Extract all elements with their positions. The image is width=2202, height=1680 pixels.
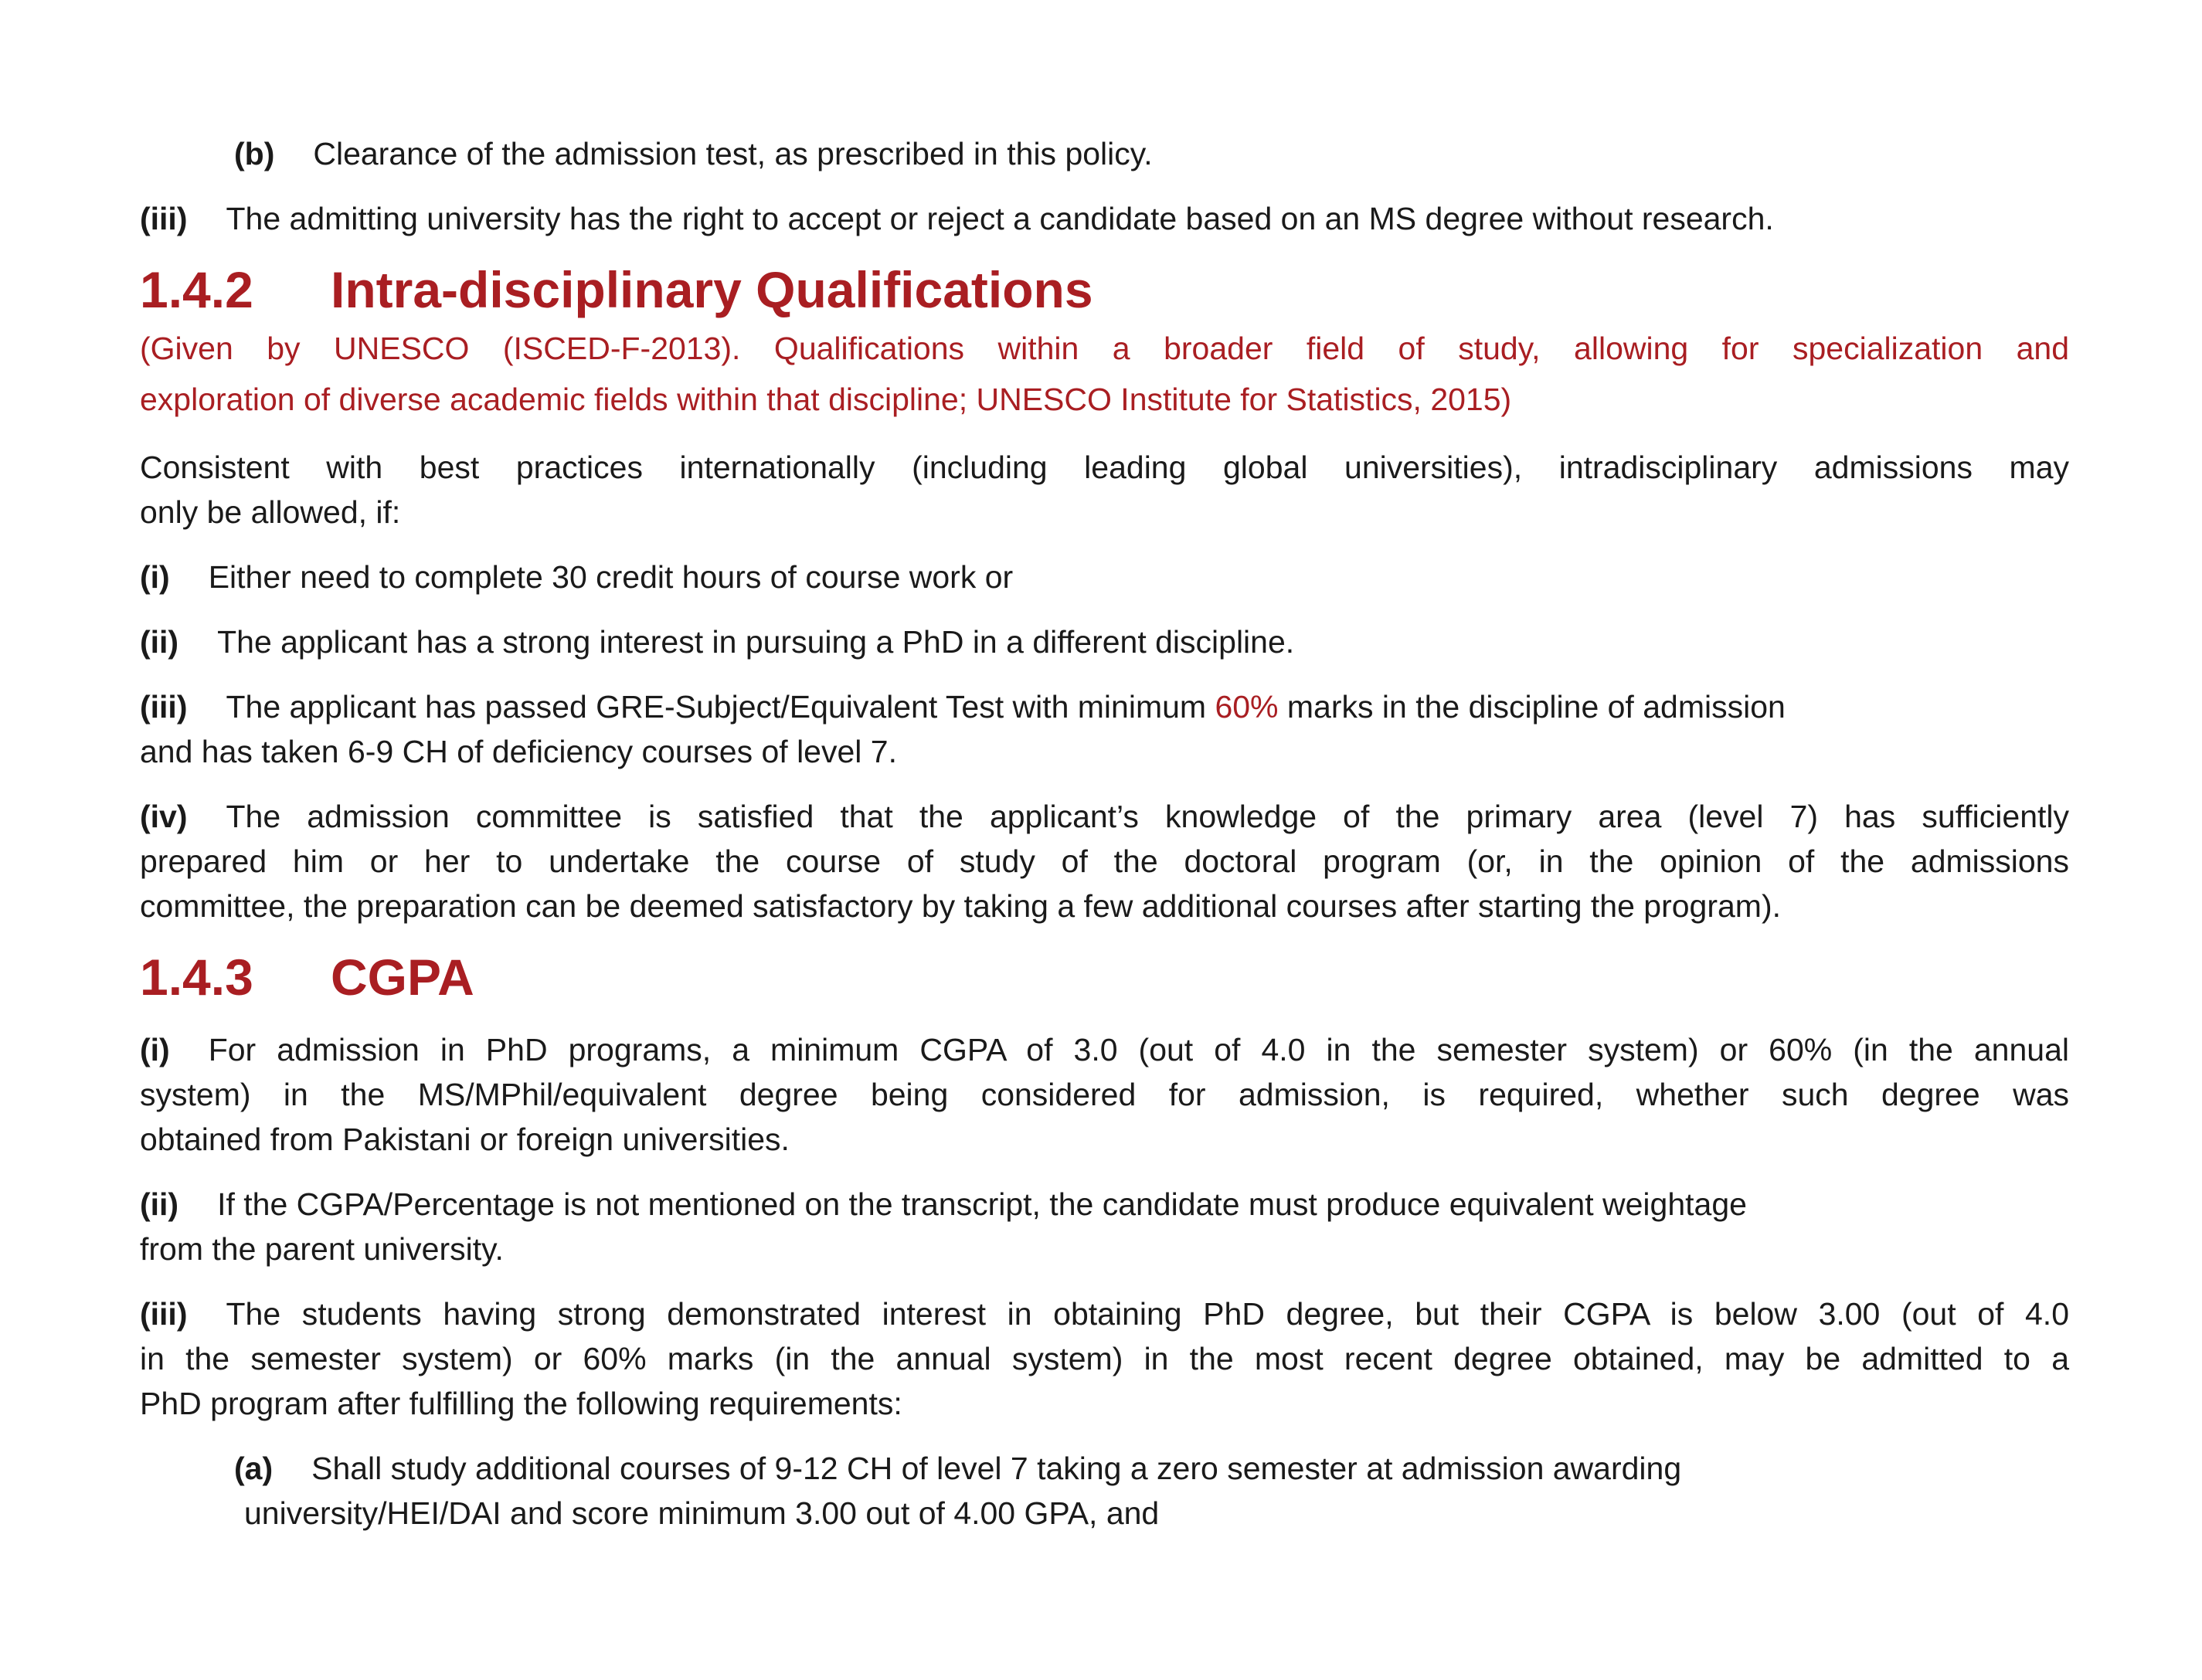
section-number: 1.4.2 (140, 261, 253, 318)
text-line: (Given by UNESCO (ISCED-F-2013). Qualifi… (140, 323, 2069, 374)
text-segment: system) in the MS/MPhil/equivalent degre… (140, 1077, 2069, 1112)
section-title: Intra-disciplinary Qualifications (331, 261, 1093, 318)
item-label: (b) (234, 136, 275, 171)
text-line: PhD program after fulfilling the followi… (140, 1381, 2069, 1426)
text-segment: only be allowed, if: (140, 494, 401, 530)
sub-list-item: (a) Shall study additional courses of 9-1… (140, 1446, 2069, 1536)
item-label: (iii) (140, 689, 188, 725)
list-item: (iii) The applicant has passed GRE-Subjec… (140, 684, 2069, 774)
list-item: (i) Either need to complete 30 credit hou… (140, 555, 2069, 599)
list-item: (iii) The students having strong demonstr… (140, 1291, 2069, 1426)
item-label: (iii) (140, 1296, 188, 1332)
text-segment: prepared him or her to undertake the cou… (140, 843, 2069, 879)
text-line: from the parent university. (140, 1227, 2069, 1271)
list-item: (i) For admission in PhD programs, a mini… (140, 1027, 2069, 1162)
section-heading: 1.4.2 Intra-disciplinary Qualifications (140, 263, 2069, 317)
text-segment: The applicant has a strong interest in p… (217, 624, 1295, 660)
item-label: (iv) (140, 799, 188, 834)
list-item: (iv) The admission committee is satisfied… (140, 794, 2069, 928)
section-heading: 1.4.3 CGPA (140, 950, 2069, 1004)
text-segment: The applicant has passed GRE-Subject/Equ… (226, 689, 1215, 725)
text-line: (iii) The applicant has passed GRE-Subjec… (140, 684, 2069, 729)
text-segment: and has taken 6-9 CH of deficiency cours… (140, 734, 897, 769)
text-line: (iv) The admission committee is satisfied… (140, 794, 2069, 839)
text-line: (iii) The students having strong demonstr… (140, 1291, 2069, 1336)
item-label: (a) (234, 1451, 274, 1486)
text-line: and has taken 6-9 CH of deficiency cours… (140, 729, 2069, 774)
text-segment: marks in the discipline of admission (1278, 689, 1786, 725)
text-line: (ii) The applicant has a strong interest … (140, 619, 2069, 664)
text-segment: The admission committee is satisfied tha… (226, 799, 2070, 834)
sub-list-item: (b) Clearance of the admission test, as p… (140, 131, 2069, 176)
item-label: (ii) (140, 1186, 179, 1222)
document-page: (b) Clearance of the admission test, as p… (140, 131, 2069, 1536)
item-label: (iii) (140, 201, 188, 236)
text-line: prepared him or her to undertake the cou… (140, 839, 2069, 884)
text-segment: Shall study additional courses of 9-12 C… (311, 1451, 1682, 1486)
text-segment: in the semester system) or 60% marks (in… (140, 1341, 2069, 1376)
item-label: (i) (140, 1032, 170, 1067)
text-line: Consistent with best practices internati… (140, 445, 2069, 490)
text-line: committee, the preparation can be deemed… (140, 884, 2069, 928)
text-segment: (Given by UNESCO (ISCED-F-2013). Qualifi… (140, 331, 2069, 366)
text-segment: The students having strong demonstrated … (226, 1296, 2069, 1332)
text-segment: university/HEI/DAI and score minimum 3.0… (244, 1495, 1160, 1531)
text-segment: The admitting university has the right t… (226, 201, 1774, 236)
text-segment: PhD program after fulfilling the followi… (140, 1386, 902, 1421)
text-segment: Either need to complete 30 credit hours … (208, 559, 1014, 595)
text-line: (iii) The admitting university has the ri… (140, 196, 2069, 241)
list-item: (ii) The applicant has a strong interest … (140, 619, 2069, 664)
text-line: in the semester system) or 60% marks (in… (140, 1336, 2069, 1381)
text-segment: Clearance of the admission test, as pres… (313, 136, 1153, 171)
item-label: (i) (140, 559, 170, 595)
text-line: (b) Clearance of the admission test, as p… (234, 131, 2069, 176)
text-line: (i) Either need to complete 30 credit hou… (140, 555, 2069, 599)
text-segment: For admission in PhD programs, a minimum… (208, 1032, 2069, 1067)
list-item: (iii) The admitting university has the ri… (140, 196, 2069, 241)
text-segment: committee, the preparation can be deemed… (140, 888, 1781, 924)
section-title: CGPA (331, 949, 474, 1006)
text-segment: Consistent with best practices internati… (140, 450, 2069, 485)
list-item: (ii) If the CGPA/Percentage is not mentio… (140, 1182, 2069, 1271)
paragraph: Consistent with best practices internati… (140, 445, 2069, 535)
text-line: university/HEI/DAI and score minimum 3.0… (234, 1491, 2069, 1536)
text-line: (i) For admission in PhD programs, a mini… (140, 1027, 2069, 1072)
source-note: (Given by UNESCO (ISCED-F-2013). Qualifi… (140, 323, 2069, 425)
highlighted-value: 60% (1215, 689, 1279, 725)
text-line: only be allowed, if: (140, 490, 2069, 535)
text-line: exploration of diverse academic fields w… (140, 374, 2069, 425)
text-line: obtained from Pakistani or foreign unive… (140, 1117, 2069, 1162)
text-segment: from the parent university. (140, 1231, 504, 1267)
text-line: system) in the MS/MPhil/equivalent degre… (140, 1072, 2069, 1117)
text-segment: obtained from Pakistani or foreign unive… (140, 1122, 790, 1157)
section-number: 1.4.3 (140, 949, 253, 1006)
text-segment: exploration of diverse academic fields w… (140, 382, 1512, 417)
text-line: (a) Shall study additional courses of 9-1… (234, 1446, 2069, 1491)
text-segment: If the CGPA/Percentage is not mentioned … (217, 1186, 1747, 1222)
item-label: (ii) (140, 624, 179, 660)
text-line: (ii) If the CGPA/Percentage is not mentio… (140, 1182, 2069, 1227)
